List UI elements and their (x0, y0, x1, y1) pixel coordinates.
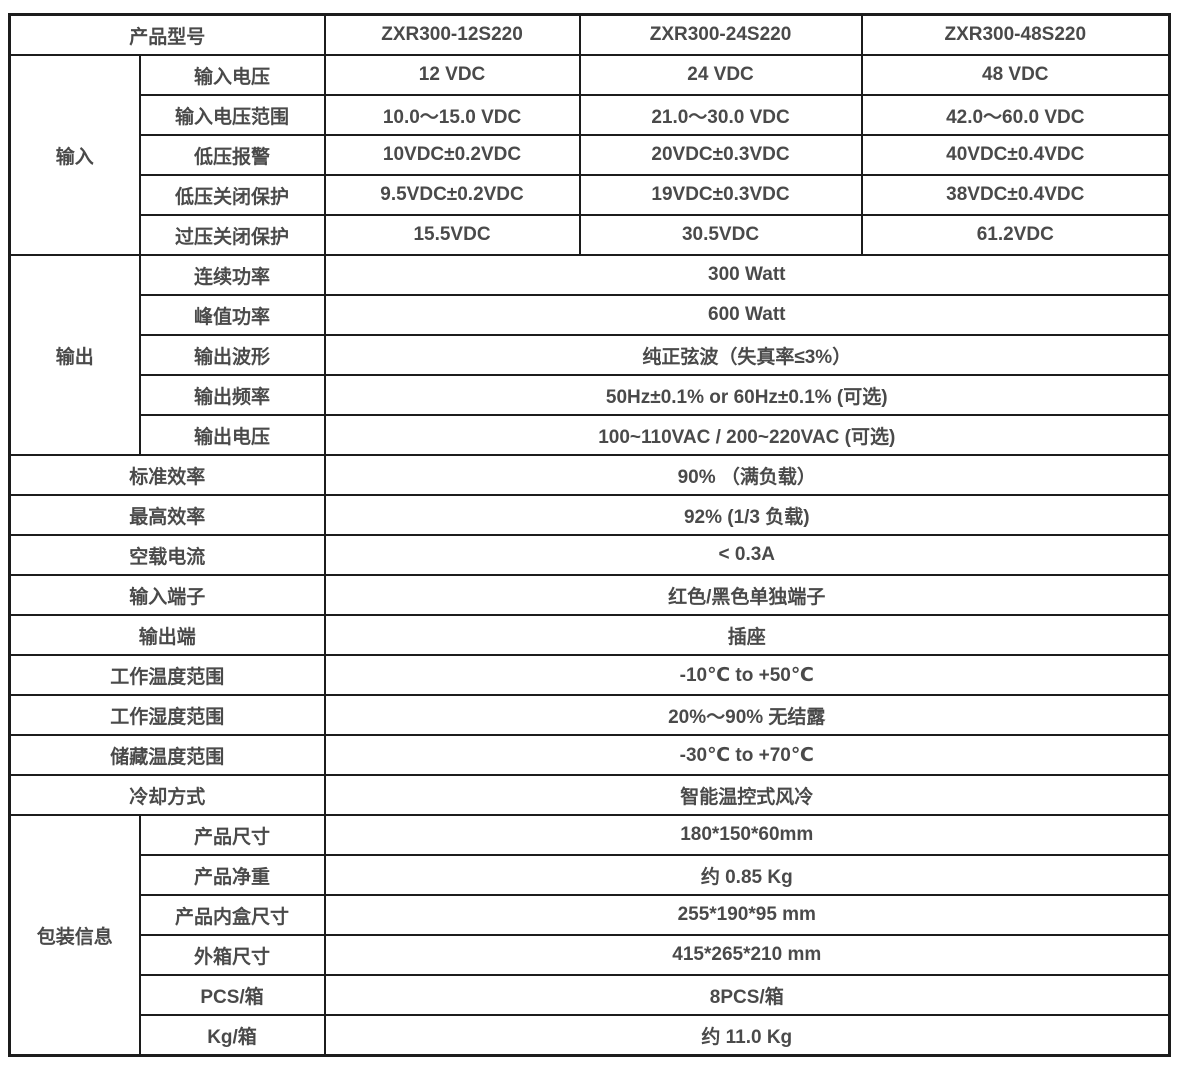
table-row-header: 产品型号 ZXR300-12S220 ZXR300-24S220 ZXR300-… (8, 13, 1171, 56)
spec-label: 输出频率 (138, 374, 326, 416)
model-name-col2: ZXR300-24S220 (578, 13, 863, 56)
spec-label: 输出电压 (138, 414, 326, 456)
spec-value: 20VDC±0.3VDC (578, 134, 863, 176)
spec-value: 12 VDC (323, 54, 581, 96)
spec-value: 40VDC±0.4VDC (860, 134, 1171, 176)
spec-label: PCS/箱 (138, 974, 326, 1016)
model-name-col1: ZXR300-12S220 (323, 13, 581, 56)
spec-value: 30.5VDC (578, 214, 863, 256)
spec-value: 48 VDC (860, 54, 1171, 96)
table-row: 包装信息 产品尺寸 180*150*60mm (8, 814, 1171, 1057)
spec-label: 连续功率 (138, 254, 326, 296)
table-row: 输出电压 100~110VAC / 200~220VAC (可选) (10, 414, 1171, 456)
spec-label: 外箱尺寸 (138, 934, 326, 976)
spec-value: 插座 (323, 614, 1171, 656)
table-row: 过压关闭保护 15.5VDC 30.5VDC 61.2VDC (10, 214, 1171, 256)
spec-value: 10VDC±0.2VDC (323, 134, 581, 176)
table-row: 输入电压范围 10.0～15.0 VDC 21.0～30.0 VDC 42.0～… (10, 94, 1171, 136)
spec-label: 最高效率 (8, 494, 326, 536)
spec-value: 9.5VDC±0.2VDC (323, 174, 581, 216)
spec-value: 20%～90% 无结露 (323, 694, 1171, 736)
spec-value: 38VDC±0.4VDC (860, 174, 1171, 216)
spec-value: 92% (1/3 负载) (323, 494, 1171, 536)
spec-value: 21.0～30.0 VDC (578, 94, 863, 136)
table-row: 产品内盒尺寸 255*190*95 mm (10, 894, 1171, 936)
spec-label: 输出波形 (138, 334, 326, 376)
spec-value: 61.2VDC (860, 214, 1171, 256)
table-row: 外箱尺寸 415*265*210 mm (10, 934, 1171, 976)
spec-value: 约 11.0 Kg (323, 1014, 1171, 1057)
spec-value: 红色/黑色单独端子 (323, 574, 1171, 616)
spec-label: 产品尺寸 (138, 814, 326, 856)
spec-value: 15.5VDC (323, 214, 581, 256)
spec-value: < 0.3A (323, 534, 1171, 576)
spec-label: 输入电压范围 (138, 94, 326, 136)
spec-label: Kg/箱 (138, 1014, 326, 1057)
spec-value: 智能温控式风冷 (323, 774, 1171, 816)
spec-label: 工作温度范围 (8, 654, 326, 696)
spec-value: 100~110VAC / 200~220VAC (可选) (323, 414, 1171, 456)
table-row: 输出波形 纯正弦波（失真率≤3%） (10, 334, 1171, 376)
spec-value: 415*265*210 mm (323, 934, 1171, 976)
spec-label: 产品净重 (138, 854, 326, 896)
group-label-output: 输出 (8, 254, 141, 456)
table-row: 产品净重 约 0.85 Kg (10, 854, 1171, 896)
spec-value: 90% （满负载） (323, 454, 1171, 496)
spec-label: 过压关闭保护 (138, 214, 326, 256)
spec-label: 储藏温度范围 (8, 734, 326, 776)
table-row: 空载电流 < 0.3A (8, 534, 1171, 576)
spec-label: 标准效率 (8, 454, 326, 496)
spec-value: 180*150*60mm (323, 814, 1171, 856)
table-row: 储藏温度范围 -30℃ to +70℃ (8, 734, 1171, 776)
spec-label: 产品内盒尺寸 (138, 894, 326, 936)
table-row: 峰值功率 600 Watt (10, 294, 1171, 336)
spec-label: 输入端子 (8, 574, 326, 616)
table-row: 工作湿度范围 20%～90% 无结露 (8, 694, 1171, 736)
spec-label: 低压关闭保护 (138, 174, 326, 216)
spec-label: 工作湿度范围 (8, 694, 326, 736)
group-label-input: 输入 (8, 54, 141, 256)
table-row: 输出频率 50Hz±0.1% or 60Hz±0.1% (可选) (10, 374, 1171, 416)
spec-value: 42.0～60.0 VDC (860, 94, 1171, 136)
spec-value: 19VDC±0.3VDC (578, 174, 863, 216)
spec-value: 600 Watt (323, 294, 1171, 336)
spec-value: 约 0.85 Kg (323, 854, 1171, 896)
table-row: 最高效率 92% (1/3 负载) (8, 494, 1171, 536)
table-row: 输入 输入电压 12 VDC 24 VDC 48 VDC (8, 54, 1171, 256)
product-model-header: 产品型号 (8, 13, 326, 56)
spec-value: -10℃ to +50℃ (323, 654, 1171, 696)
spec-value: -30℃ to +70℃ (323, 734, 1171, 776)
spec-value: 8PCS/箱 (323, 974, 1171, 1016)
spec-value: 10.0～15.0 VDC (323, 94, 581, 136)
table-row: PCS/箱 8PCS/箱 (10, 974, 1171, 1016)
spec-value: 300 Watt (323, 254, 1171, 296)
table-row: 标准效率 90% （满负载） (8, 454, 1171, 496)
table-row: Kg/箱 约 11.0 Kg (10, 1014, 1171, 1057)
spec-label: 冷却方式 (8, 774, 326, 816)
table-row: 工作温度范围 -10℃ to +50℃ (8, 654, 1171, 696)
spec-label: 低压报警 (138, 134, 326, 176)
table-row: 输入端子 红色/黑色单独端子 (8, 574, 1171, 616)
table-row: 输出端 插座 (8, 614, 1171, 656)
table-row: 低压关闭保护 9.5VDC±0.2VDC 19VDC±0.3VDC 38VDC±… (10, 174, 1171, 216)
table-row: 输出 连续功率 300 Watt (8, 254, 1171, 456)
spec-value: 50Hz±0.1% or 60Hz±0.1% (可选) (323, 374, 1171, 416)
spec-value: 255*190*95 mm (323, 894, 1171, 936)
spec-value: 纯正弦波（失真率≤3%） (323, 334, 1171, 376)
spec-value: 24 VDC (578, 54, 863, 96)
model-name-col3: ZXR300-48S220 (860, 13, 1171, 56)
group-label-packaging: 包装信息 (8, 814, 141, 1057)
table-row: 低压报警 10VDC±0.2VDC 20VDC±0.3VDC 40VDC±0.4… (10, 134, 1171, 176)
table-row: 冷却方式 智能温控式风冷 (8, 774, 1171, 816)
spec-label: 输出端 (8, 614, 326, 656)
spec-label: 输入电压 (138, 54, 326, 96)
spec-label: 峰值功率 (138, 294, 326, 336)
product-spec-table: 产品型号 ZXR300-12S220 ZXR300-24S220 ZXR300-… (8, 13, 1172, 1057)
spec-label: 空载电流 (8, 534, 326, 576)
